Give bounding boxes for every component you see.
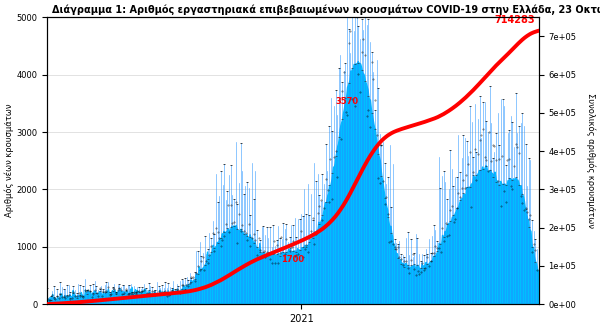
Y-axis label: Συνολικός αριθμός κρουσμάτων: Συνολικός αριθμός κρουσμάτων — [586, 93, 596, 228]
Text: Διάγραμμα 1: Αριθμός εργαστηριακά επιβεβαιωμένων κρουσμάτων COVID-19 στην Ελλάδα: Διάγραμμα 1: Αριθμός εργαστηριακά επιβεβ… — [52, 4, 600, 15]
Text: 3570: 3570 — [335, 97, 359, 106]
Text: 714283: 714283 — [494, 15, 535, 25]
Text: 1700: 1700 — [281, 255, 305, 264]
Y-axis label: Αριθμός νέων κρουσμάτων: Αριθμός νέων κρουσμάτων — [4, 104, 14, 217]
